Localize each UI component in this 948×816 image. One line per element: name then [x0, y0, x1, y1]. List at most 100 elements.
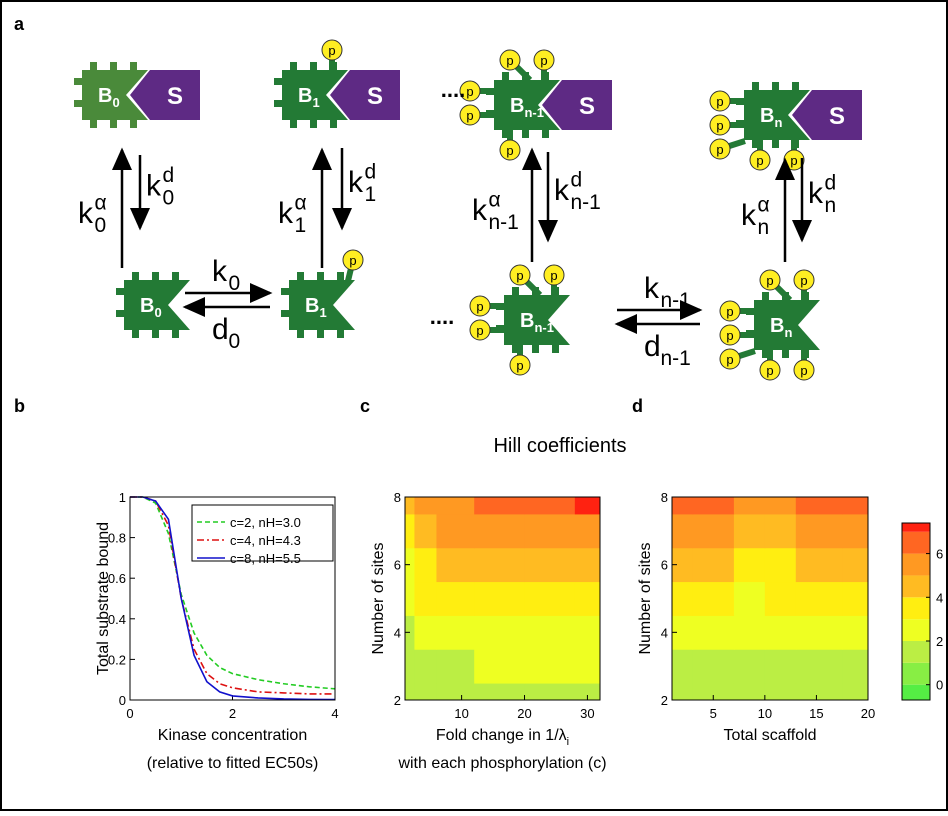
phospho-label: p	[506, 143, 513, 158]
tab	[152, 272, 159, 282]
rate-sub: n-1	[571, 191, 601, 214]
tab	[310, 118, 317, 128]
y-tick-label: 8	[394, 490, 401, 505]
phospho-label: p	[516, 358, 523, 373]
contour-cell	[795, 649, 843, 684]
node-label: Bn	[760, 105, 782, 130]
x-tick-label: 30	[580, 706, 594, 721]
node-sub: n-1	[534, 320, 554, 335]
node-label: B1	[298, 85, 320, 110]
contour-cell	[405, 581, 415, 616]
tab	[502, 72, 509, 82]
y-tick-label: 2	[394, 693, 401, 708]
contour-cell	[764, 497, 797, 515]
phospho-label: p	[476, 299, 483, 314]
tab	[281, 310, 291, 317]
rate-base: k	[808, 177, 824, 210]
rate-sub: 0	[163, 187, 175, 210]
rate-base: k	[644, 272, 660, 305]
contour-cell	[524, 649, 576, 684]
colorbar-tick-label: 0	[936, 678, 943, 693]
node-name: B	[298, 85, 312, 107]
contour-cell	[474, 513, 526, 549]
tab	[772, 138, 779, 148]
phospho-site	[533, 49, 555, 71]
colorbar-band	[902, 597, 930, 620]
kinase-node: B1 p	[281, 249, 364, 338]
x-axis-label: Kinase concentration	[158, 727, 307, 744]
phospho-label: p	[790, 153, 797, 168]
contour-cell	[414, 513, 437, 549]
rate-sup: α	[489, 189, 501, 212]
tab	[116, 310, 126, 317]
tab	[130, 118, 137, 128]
contour-cell	[733, 649, 766, 684]
y-tick-label: 2	[661, 693, 668, 708]
phospho-label: p	[516, 268, 523, 283]
y-tick-label: 8	[661, 490, 668, 505]
y-tick-label: 4	[394, 625, 401, 640]
phospho-label: p	[506, 53, 513, 68]
phospho-site	[543, 264, 565, 286]
contour-cell	[764, 513, 797, 549]
contour-cell	[524, 547, 576, 583]
contour-cell	[524, 513, 576, 549]
panel-label: b	[14, 396, 25, 416]
tab	[297, 328, 304, 338]
node-label: Bn-1	[520, 310, 554, 335]
contour-cell	[414, 581, 437, 616]
tab	[290, 62, 297, 72]
x-label-text: Total scaffold	[723, 727, 816, 744]
contour-cell	[842, 513, 869, 549]
phospho-site	[469, 295, 491, 317]
scaffold-label: S	[367, 83, 383, 110]
contour-cell	[795, 497, 843, 515]
rate-sup: α	[758, 194, 770, 217]
rate-sup: d	[571, 169, 583, 192]
contour-cell	[842, 497, 869, 515]
tab	[90, 62, 97, 72]
colorbar-frame	[901, 522, 931, 701]
x-tick-label: 2	[229, 706, 236, 721]
contour-cell	[405, 513, 415, 549]
contour-cell	[574, 683, 601, 701]
scaffold	[542, 80, 612, 130]
contour-cell	[405, 649, 415, 684]
rate-sub: 0	[229, 330, 241, 353]
phospho-label: p	[540, 53, 547, 68]
tab	[317, 272, 324, 282]
contour-cell	[842, 649, 869, 684]
phospho-site	[459, 104, 481, 126]
scaffold	[792, 90, 862, 140]
phospho-site	[709, 114, 731, 136]
panel-label: d	[632, 396, 643, 416]
tab	[317, 328, 324, 338]
phospho-site	[469, 319, 491, 341]
contour-cell	[692, 683, 735, 701]
tab	[752, 82, 759, 92]
phospho-site	[509, 354, 531, 376]
tab	[512, 287, 519, 297]
contour-cell	[692, 497, 735, 515]
phospho-label: p	[800, 363, 807, 378]
rate-sub: n	[758, 216, 770, 239]
phospho-label: p	[466, 84, 473, 99]
colorbar-band	[902, 523, 930, 532]
colorbar-band	[902, 619, 930, 641]
y-axis-label: Number of sites	[637, 542, 654, 654]
x-tick-label: 15	[809, 706, 823, 721]
contour-cell	[692, 649, 735, 684]
phospho-site	[509, 264, 531, 286]
phospho-label: p	[756, 153, 763, 168]
tab	[74, 78, 84, 85]
rate-sup: α	[295, 192, 307, 215]
contour-cell	[672, 683, 694, 701]
node-sub: n	[784, 325, 792, 340]
colorbar-band	[902, 531, 930, 554]
rate-base: k	[348, 166, 364, 199]
contour-cell	[436, 547, 475, 583]
phospho-label: p	[716, 94, 723, 109]
colorbar-tick-label: 2	[936, 634, 943, 649]
